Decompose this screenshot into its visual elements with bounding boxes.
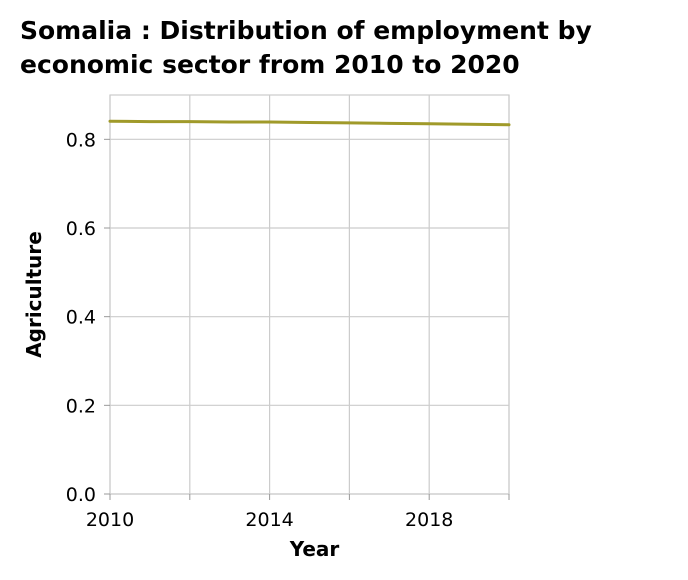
plot-border bbox=[109, 94, 510, 495]
x-tick-label: 2018 bbox=[405, 509, 453, 531]
y-tick-label: 0.4 bbox=[66, 307, 96, 329]
x-tick-label: 2014 bbox=[245, 509, 293, 531]
y-tick-label: 0.6 bbox=[66, 218, 96, 240]
y-tick-label: 0.0 bbox=[66, 484, 96, 506]
grid-lines bbox=[109, 95, 510, 495]
y-axis-label: Agriculture bbox=[22, 231, 46, 358]
series-group bbox=[108, 119, 511, 127]
y-tick-label: 0.8 bbox=[66, 129, 96, 151]
x-axis-ticks: 2010 2014 2018 bbox=[86, 494, 510, 531]
y-tick-label: 0.2 bbox=[66, 395, 96, 417]
x-axis-label: Year bbox=[289, 537, 340, 561]
series-line bbox=[108, 119, 511, 127]
x-tick-label: 2010 bbox=[86, 509, 134, 531]
y-axis-ticks: 0.0 0.2 0.4 0.6 0.8 bbox=[66, 129, 110, 506]
chart-title: Somalia : Distribution of employment by … bbox=[20, 16, 592, 79]
plot-frame bbox=[109, 94, 510, 495]
